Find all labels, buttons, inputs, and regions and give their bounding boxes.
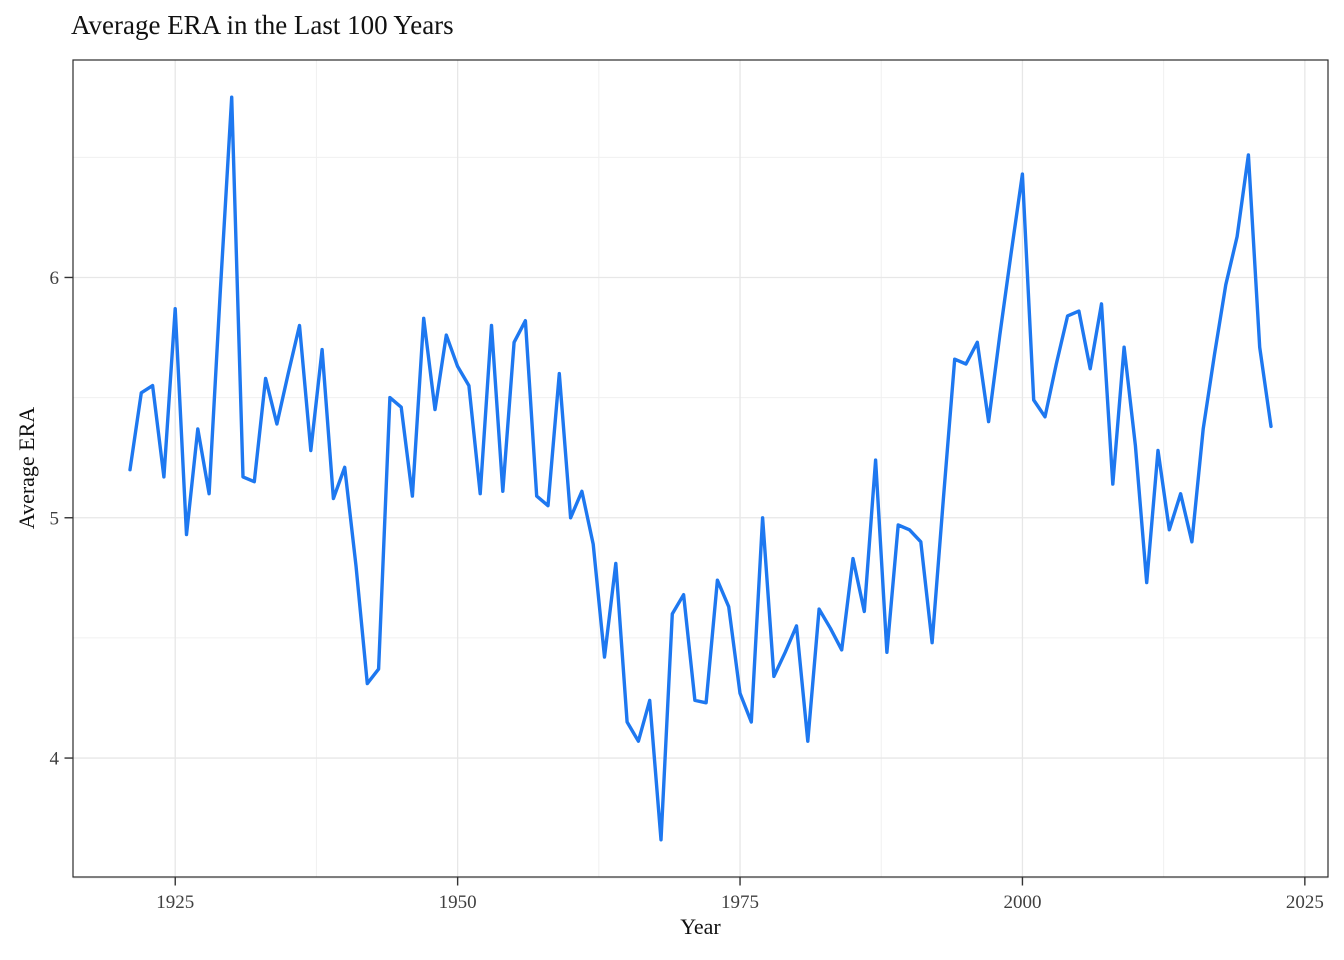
x-tick-label: 1950 bbox=[439, 892, 477, 913]
x-tick-label: 1975 bbox=[721, 892, 759, 913]
x-tick-label: 2000 bbox=[1003, 892, 1041, 913]
x-tick-label: 1925 bbox=[156, 892, 194, 913]
x-tick-label: 2025 bbox=[1286, 892, 1324, 913]
panel-border bbox=[72, 59, 1329, 878]
y-tick-label: 5 bbox=[50, 508, 60, 529]
y-axis-title: Average ERA bbox=[14, 406, 39, 530]
era-data-line bbox=[128, 95, 1273, 842]
y-tick-label: 4 bbox=[50, 749, 60, 770]
panel-background bbox=[73, 60, 1328, 877]
y-tick-label: 6 bbox=[50, 268, 60, 289]
x-axis-title: Year bbox=[680, 914, 721, 939]
chart-title: Average ERA in the Last 100 Years bbox=[71, 10, 454, 40]
